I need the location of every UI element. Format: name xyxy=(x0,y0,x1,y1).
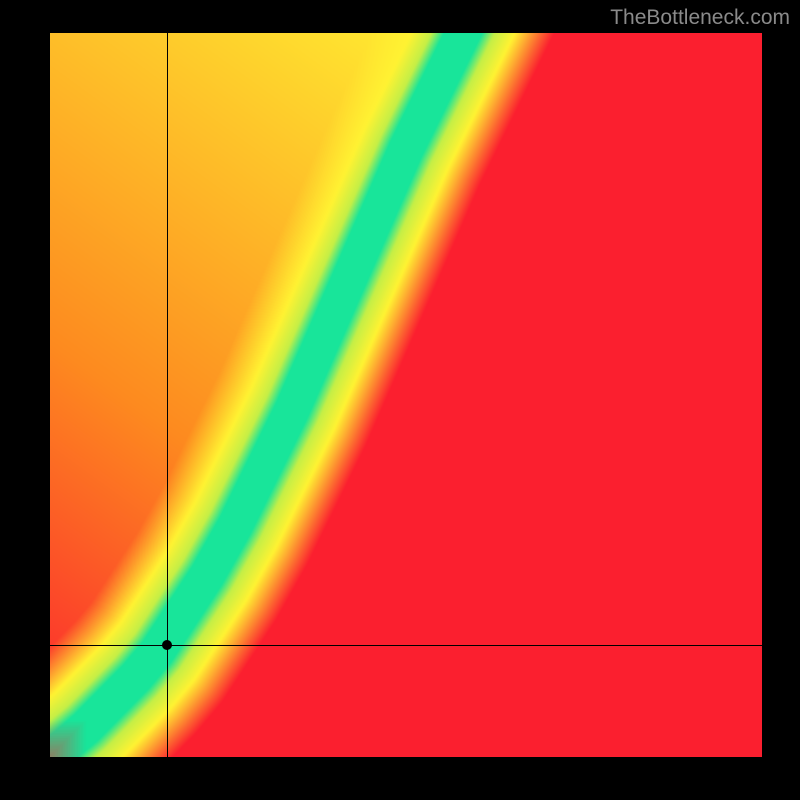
heatmap-plot-area xyxy=(50,33,762,757)
crosshair-horizontal xyxy=(50,645,762,646)
chart-container: TheBottleneck.com xyxy=(0,0,800,800)
heatmap-canvas xyxy=(50,33,762,757)
crosshair-marker xyxy=(162,640,172,650)
watermark-text: TheBottleneck.com xyxy=(610,6,790,30)
